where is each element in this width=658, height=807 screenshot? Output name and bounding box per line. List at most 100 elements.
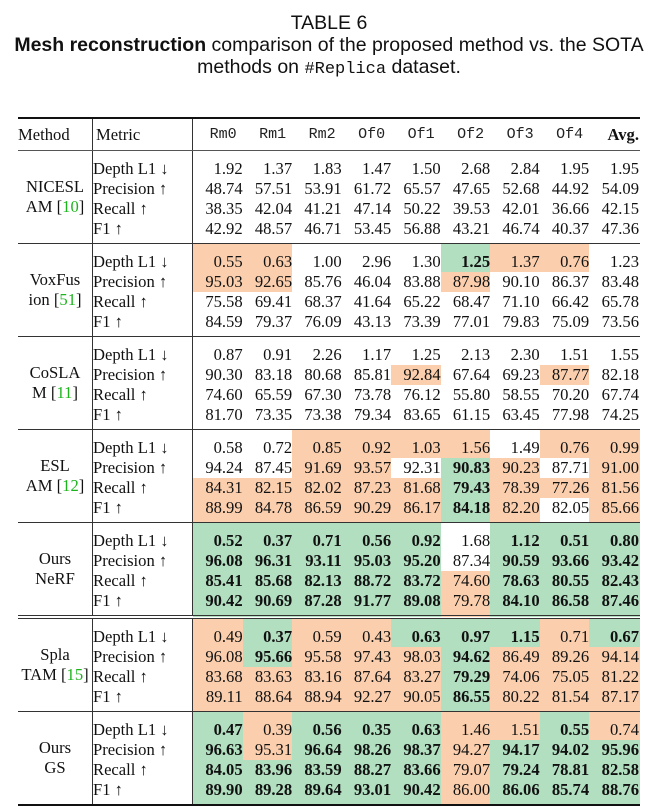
citation-link[interactable]: 15 — [66, 665, 84, 684]
table-row: F1 ↑ 89.90 89.28 89.64 93.01 90.42 86.00 86.06 8… — [18, 780, 640, 805]
value-cell: 93.57 — [341, 458, 392, 478]
value-cell: 95.66 — [242, 647, 293, 667]
metric-label: Precision ↑ — [92, 179, 193, 199]
rule — [18, 243, 640, 244]
avg-value-cell: 87.46 — [589, 591, 640, 617]
value-cell: 36.66 — [551, 199, 590, 218]
value-cell: 79.83 — [502, 312, 540, 331]
method-name: Ours GS — [18, 712, 93, 805]
value-cell: 53.45 — [353, 219, 392, 238]
value-cell: 1.15 — [490, 619, 540, 647]
value-cell: 70.20 — [551, 385, 590, 404]
table-row: F1 ↑ 84.59 79.37 76.09 43.13 73.39 77.01 79.83 7… — [18, 312, 640, 337]
table-row: F1 ↑ 81.70 73.35 73.38 79.34 83.65 61.15 63.45 7… — [18, 405, 640, 430]
value-cell: 96.08 — [191, 647, 243, 667]
value-cell: 73.78 — [353, 385, 392, 404]
method-name-line1: Ours — [38, 549, 72, 568]
value-cell: 82.15 — [242, 478, 293, 498]
method-name: Ours NeRF — [18, 523, 93, 617]
value-cell: 75.09 — [551, 312, 590, 331]
value-cell: 0.43 — [341, 619, 392, 647]
value-cell: 1.25 — [411, 345, 441, 364]
value-cell: 94.27 — [440, 740, 491, 760]
table-row: F1 ↑ 90.42 90.69 87.28 91.77 89.08 79.78 84.10 8… — [18, 591, 640, 617]
value-cell: 98.37 — [391, 740, 441, 760]
header-metric: Metric — [92, 117, 193, 151]
value-cell: 94.02 — [539, 740, 590, 760]
value-cell: 40.37 — [551, 219, 590, 238]
value-cell: 93.66 — [539, 551, 590, 571]
value-cell: 88.72 — [341, 571, 392, 591]
value-cell: 92.27 — [341, 687, 392, 712]
value-cell: 80.22 — [490, 687, 540, 712]
value-cell: 82.20 — [490, 498, 540, 523]
method-name-line1: Spla — [40, 645, 70, 664]
citation-link[interactable]: 11 — [56, 383, 73, 402]
value-cell: 90.23 — [490, 458, 540, 478]
value-cell: 68.37 — [304, 292, 342, 311]
citation-link[interactable]: 12 — [62, 476, 79, 495]
metric-label: Precision ↑ — [92, 740, 193, 760]
table-row: Spla TAM [15] Depth L1 ↓ 0.49 0.37 0.59 0.43 0.… — [18, 619, 640, 684]
method-name-text: AM — [25, 476, 53, 495]
value-cell: 89.11 — [191, 687, 243, 712]
value-cell: 73.35 — [254, 405, 293, 424]
method-name-text: TAM — [21, 665, 57, 684]
table-row: Precision ↑ 90.30 83.18 80.68 85.81 92.84 67.6… — [18, 365, 640, 385]
value-cell: 83.72 — [391, 571, 441, 591]
table-row: Recall ↑ 74.60 65.59 67.30 73.78 76.12 55.80 58… — [18, 385, 640, 405]
value-cell: 76.09 — [304, 312, 342, 331]
value-cell: 89.64 — [292, 780, 342, 805]
value-cell: 1.00 — [312, 252, 342, 271]
value-cell: 38.35 — [191, 199, 243, 219]
value-cell: 44.92 — [551, 179, 590, 198]
value-cell: 90.10 — [502, 272, 540, 291]
value-cell: 89.08 — [391, 591, 441, 617]
metric-label: Depth L1 ↓ — [92, 150, 193, 179]
citation-link[interactable]: 51 — [59, 290, 76, 309]
caption-text-part2: dataset. — [386, 56, 461, 78]
value-cell: 71.10 — [502, 292, 540, 311]
value-cell: 68.47 — [452, 292, 491, 311]
value-cell: 0.55 — [539, 712, 590, 740]
value-cell: 1.30 — [411, 252, 441, 271]
method-name: CoSLA M [11] — [18, 337, 93, 430]
group-separator — [18, 429, 640, 430]
value-cell: 90.05 — [391, 687, 441, 712]
value-cell: 69.41 — [254, 292, 293, 311]
metric-label: Recall ↑ — [92, 571, 193, 591]
value-cell: 95.03 — [341, 551, 392, 571]
rule — [18, 804, 640, 807]
value-cell: 77.26 — [539, 478, 590, 498]
value-cell: 82.02 — [292, 478, 342, 498]
value-cell: 83.65 — [403, 405, 441, 424]
method-name: ESL AM [12] — [18, 430, 93, 523]
table-row: Recall ↑ 83.68 83.63 83.16 87.64 83.27 79.29 74… — [18, 667, 640, 687]
avg-value-cell: 0.67 — [589, 619, 640, 647]
value-cell: 1.68 — [461, 531, 491, 550]
results-table: Method Metric Rm0 Rm1 Rm2 Of0 Of1 Of2 Of… — [18, 117, 640, 807]
value-cell: 86.59 — [292, 498, 342, 523]
value-cell: 52.68 — [502, 179, 540, 198]
table-row: Ours GS Depth L1 ↓ 0.47 0.39 0.56 0.35 0.63 1.46… — [18, 712, 640, 777]
value-cell: 96.64 — [292, 740, 342, 760]
avg-value-cell: 0.74 — [589, 712, 640, 740]
caption-bold: Mesh reconstruction — [14, 34, 207, 56]
value-cell: 96.08 — [191, 551, 243, 571]
value-cell: 41.64 — [353, 292, 392, 311]
value-cell: 86.17 — [391, 498, 441, 523]
value-cell: 74.60 — [440, 571, 491, 591]
value-cell: 0.91 — [263, 345, 293, 364]
metric-label: Recall ↑ — [92, 199, 193, 219]
citation-link[interactable]: 10 — [62, 197, 79, 216]
value-cell: 0.92 — [341, 430, 392, 458]
table-row: Recall ↑ 38.35 42.04 41.21 47.14 50.22 39.53 42… — [18, 199, 640, 219]
avg-value-cell: 83.48 — [601, 272, 639, 291]
value-cell: 91.77 — [341, 591, 392, 617]
header-row: Method Metric Rm0 Rm1 Rm2 Of0 Of1 Of2 Of… — [18, 117, 640, 151]
value-cell: 41.21 — [304, 199, 342, 218]
table-row: Precision ↑ 94.24 87.45 91.69 93.57 92.31 90.8… — [18, 458, 640, 478]
avg-value-cell: 0.99 — [589, 430, 640, 458]
metric-label: F1 ↑ — [92, 405, 193, 430]
table-row: NICESL AM [10] Depth L1 ↓ 1.92 1.37 1.83 1.47 1… — [18, 150, 640, 216]
